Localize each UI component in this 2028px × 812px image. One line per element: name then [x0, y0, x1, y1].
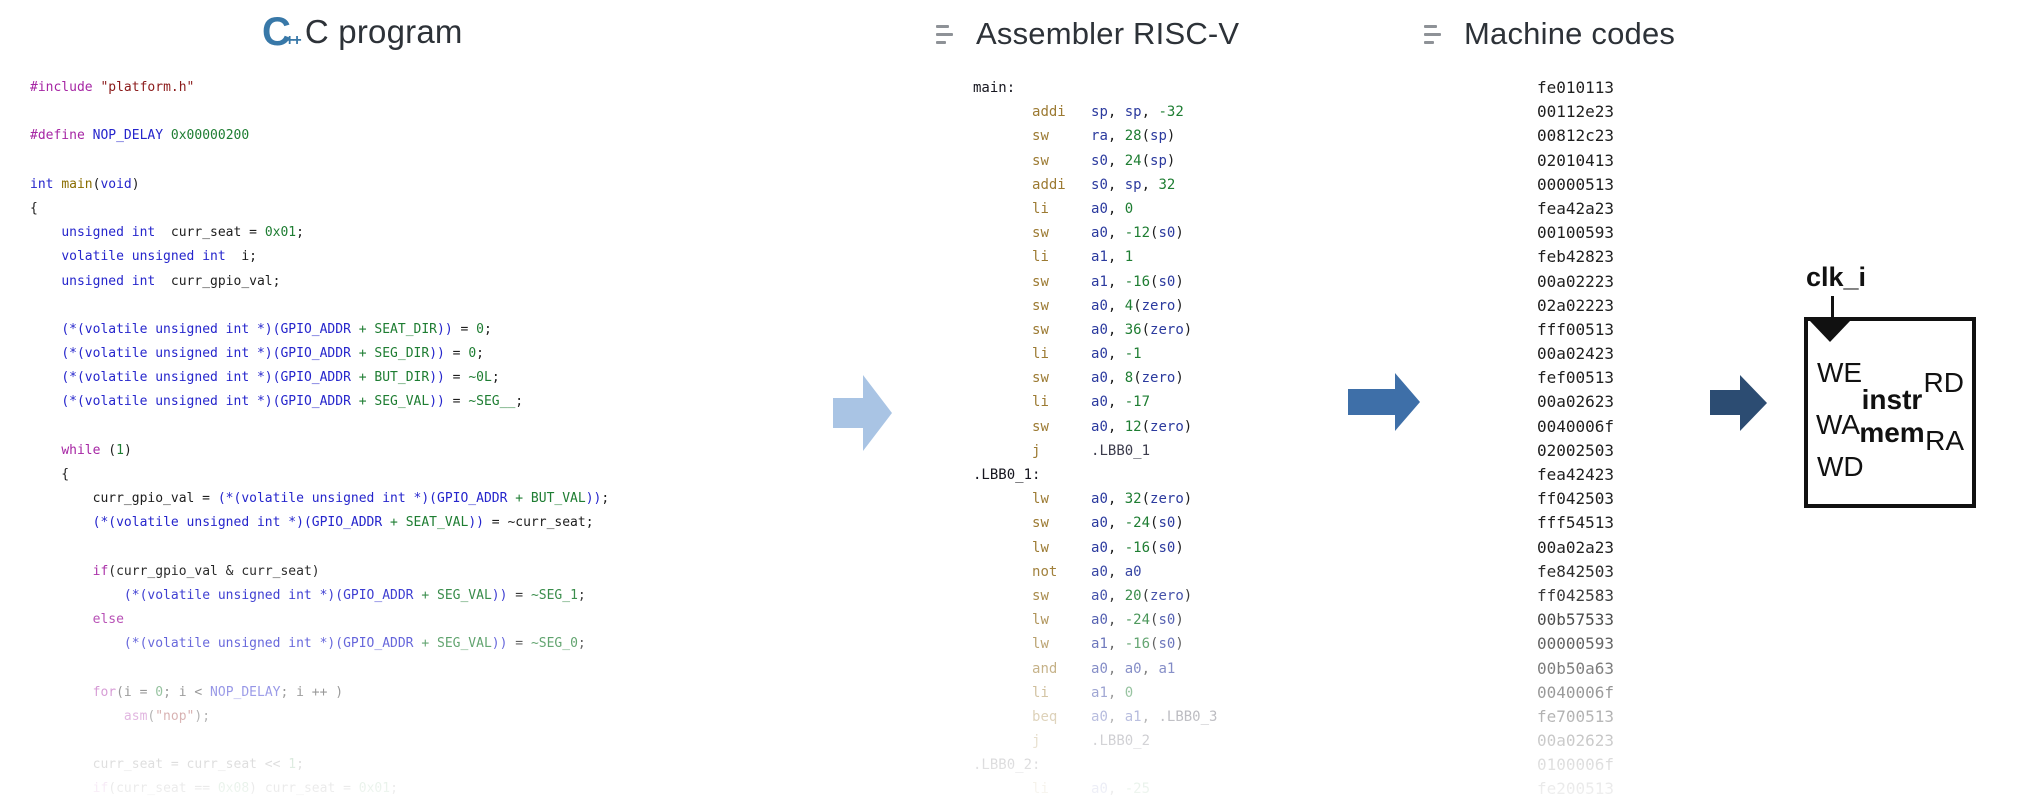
- c-plus-plus-icon: C ++: [262, 10, 302, 54]
- arrow-assembler-to-machine: [1348, 373, 1420, 431]
- arrow-c-to-assembler: [833, 375, 892, 451]
- assembly-listing: main: addi sp, sp, -32 sw ra, 28(sp) sw …: [973, 80, 1218, 798]
- arrow-machine-to-memory: [1710, 375, 1767, 431]
- port-wa: WA: [1816, 409, 1861, 440]
- c-source-code: #include "platform.h" #define NOP_DELAY …: [30, 80, 610, 797]
- c-icon-letter: C: [262, 10, 291, 54]
- port-wd: WD: [1817, 451, 1864, 482]
- instr-mem-label: instr mem: [1852, 383, 1932, 449]
- c-icon-pluses: ++: [285, 32, 302, 49]
- instr-mem-label-line2: mem: [1859, 417, 1925, 448]
- clock-input-label: clk_i: [1806, 262, 1867, 292]
- clock-edge-triangle-icon: [1810, 321, 1850, 342]
- port-we: WE: [1817, 357, 1863, 388]
- header-assembler: Assembler RISC-V: [936, 16, 1239, 52]
- machine-code-listing: fe010113 00112e23 00812c23 02010413 00000513…: [1537, 78, 1615, 799]
- clock-wire: [1831, 296, 1834, 317]
- port-rd: RD: [1923, 367, 1964, 398]
- list-icon: [936, 24, 962, 44]
- c-program-title: C program: [304, 13, 463, 50]
- instr-mem-label-line1: instr: [1861, 384, 1923, 415]
- port-ra: RA: [1925, 425, 1964, 456]
- assembler-title: Assembler RISC-V: [976, 16, 1240, 51]
- header-machine-codes: Machine codes: [1424, 16, 1675, 52]
- list-icon: [1424, 24, 1450, 44]
- instr-mem-diagram: clk_i WE WA WD RD RA instr mem: [1800, 260, 1985, 515]
- header-c-program: C ++ C program: [262, 12, 463, 52]
- instr-mem-block: WE WA WD RD RA instr mem: [1804, 317, 1976, 508]
- machine-codes-title: Machine codes: [1464, 16, 1676, 51]
